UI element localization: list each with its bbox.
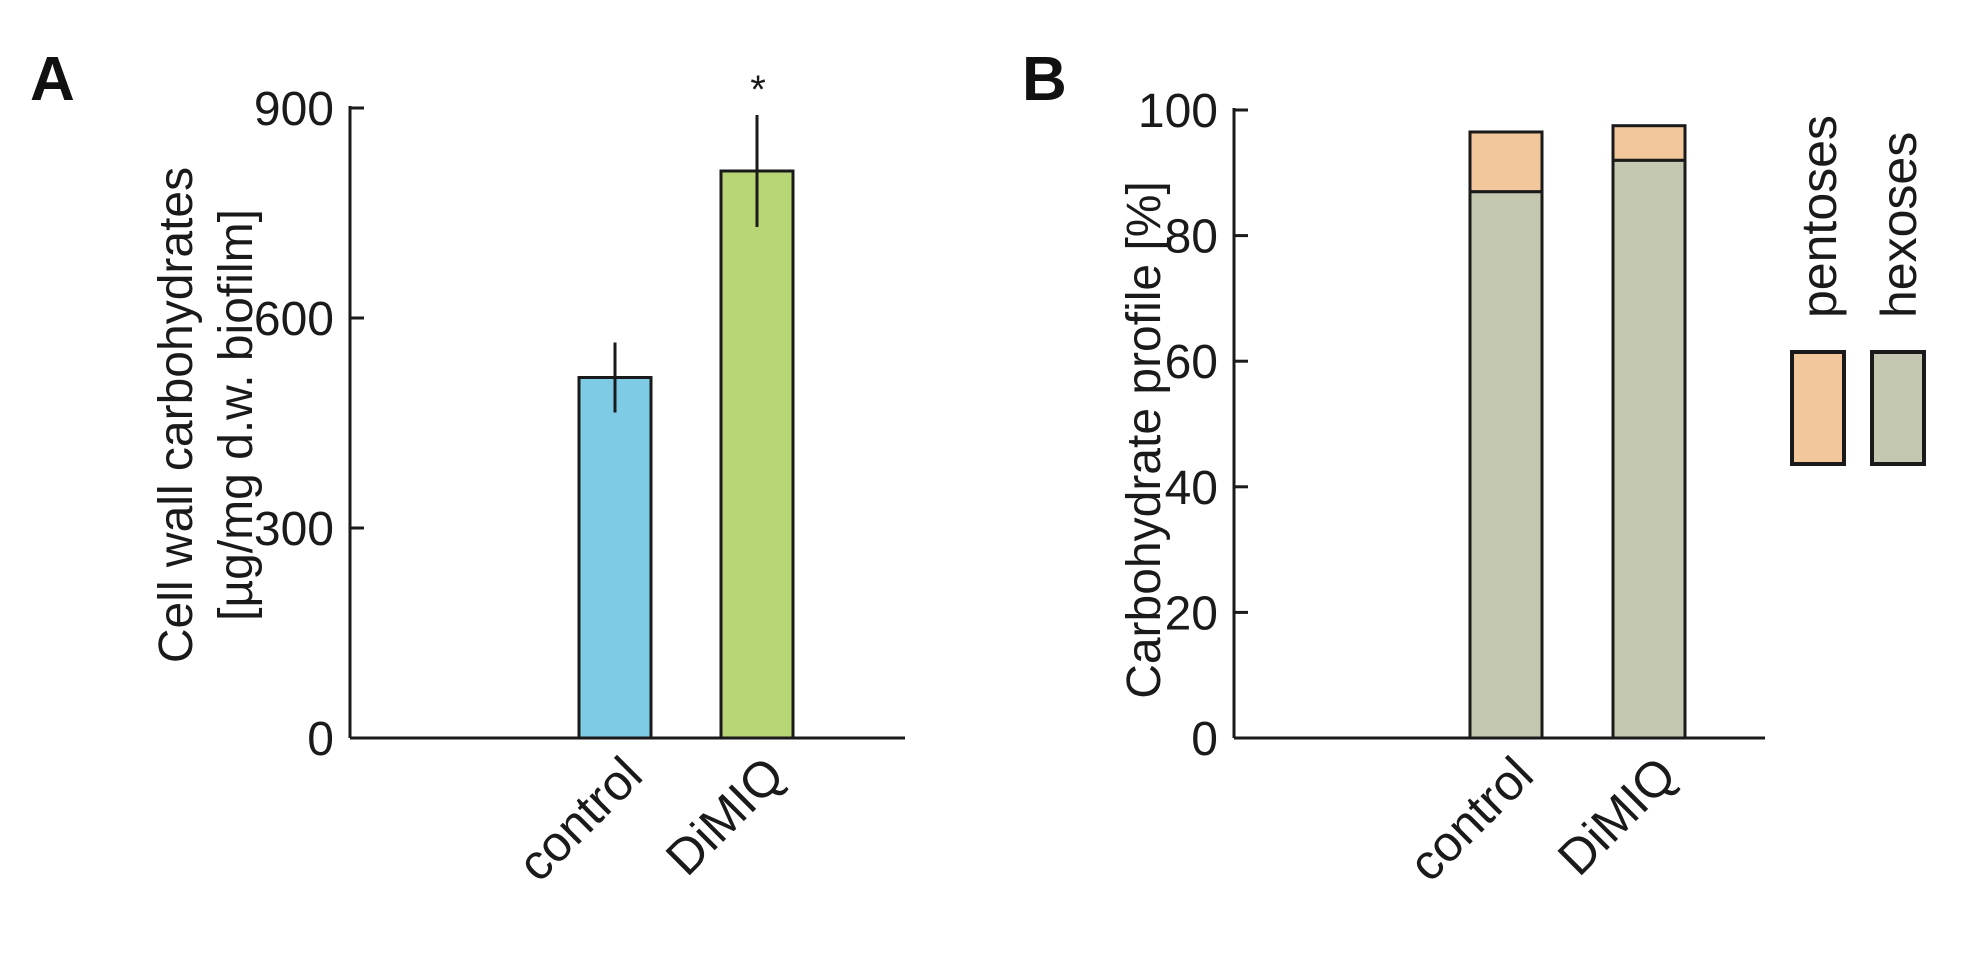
panel-b-bar-segment-hexoses	[1611, 158, 1687, 740]
panel-b-legend-swatch-hexoses	[1870, 350, 1926, 466]
panel-b-bars	[1468, 124, 1687, 740]
panel-b-letter: B	[1022, 45, 1067, 114]
panel-a-significance-marker: *	[750, 68, 766, 112]
panel-a-bars: *	[577, 68, 795, 740]
panel-a-y-tick-label: 900	[254, 83, 334, 136]
panel-b-category-label: control	[1398, 746, 1544, 892]
panel-b-y-tick-label: 100	[1138, 85, 1218, 138]
panel-a-categories: control DiMIQ	[507, 746, 795, 892]
panel-b-y-tick-label: 60	[1165, 336, 1218, 389]
panel-b-y-tick-label: 80	[1165, 211, 1218, 264]
panel-b-bar-segment-pentoses	[1611, 124, 1687, 162]
panel-b-y-tick-label: 40	[1165, 462, 1218, 515]
panel-a-chart: Cell wall carbohydrates [µg/mg d.w. biof…	[150, 68, 905, 892]
panel-b-bar-segment-pentoses	[1468, 130, 1544, 194]
panel-a-y-axis-label: Cell wall carbohydrates [µg/mg d.w. biof…	[150, 167, 263, 663]
panel-b-chart: Carbohydrate profile [%] 0 20 40 60 80 100 co…	[1118, 85, 1927, 892]
panel-a-y-label-line2: [µg/mg d.w. biofilm]	[210, 209, 263, 621]
panel-b-legend-swatch-pentoses	[1790, 350, 1846, 466]
panel-b-legend-label-hexoses: hexoses	[1871, 132, 1927, 318]
panel-a-ticks: 0 300 600 900	[254, 83, 364, 766]
panel-a-category-label: DiMIQ	[655, 746, 795, 886]
panel-b-legend: pentoses hexoses	[1790, 115, 1927, 466]
panel-b-legend-label-pentoses: pentoses	[1791, 115, 1847, 318]
panel-a-category-label: control	[507, 746, 653, 892]
panel-a-bar	[577, 376, 653, 740]
panel-b-y-axis-label: Carbohydrate profile [%]	[1118, 181, 1171, 699]
panel-b-category-label: DiMIQ	[1547, 746, 1687, 886]
panel-b-ticks: 0 20 40 60 80 100	[1138, 85, 1248, 766]
panel-a-y-label-line1: Cell wall carbohydrates	[150, 167, 203, 663]
panel-a-y-tick-label: 0	[307, 713, 334, 766]
panel-b-y-tick-label: 0	[1191, 713, 1218, 766]
panel-b-bar-segment-hexoses	[1468, 190, 1544, 740]
panel-a-bar	[719, 169, 795, 740]
panel-b-y-tick-label: 20	[1165, 587, 1218, 640]
panel-a-y-tick-label: 300	[254, 503, 334, 556]
panel-a-y-tick-label: 600	[254, 293, 334, 346]
panel-a-letter: A	[30, 45, 75, 114]
panel-b-categories: control DiMIQ	[1398, 746, 1687, 892]
